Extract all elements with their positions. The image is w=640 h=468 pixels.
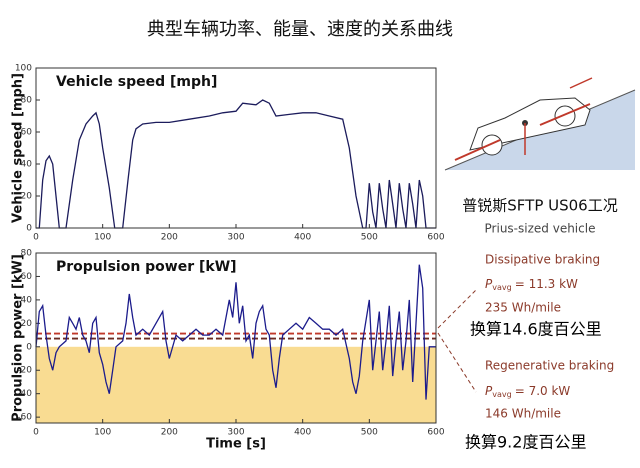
x-tick-label: 200 xyxy=(161,428,178,438)
y-tick-label: -40 xyxy=(17,389,32,399)
power: = 11.3 kW xyxy=(515,277,578,291)
cycle-label: 普锐斯SFTP US06工况 xyxy=(462,197,617,215)
y-tick-label: 40 xyxy=(21,295,33,305)
y-tick-label: 0 xyxy=(26,224,32,234)
plot-frame xyxy=(35,67,437,229)
y-tick-label: 60 xyxy=(21,128,33,138)
y-tick-label: 60 xyxy=(21,272,33,282)
x-tick-label: 600 xyxy=(427,428,444,438)
subscript: vavg xyxy=(492,390,511,399)
energy-label: 235 Wh/mile xyxy=(485,301,561,315)
chart: -60 -40 -20 0 20 40 60 80 0 100 200 300 400 500 600 Pro… xyxy=(11,249,445,452)
x-tick-label: 0 xyxy=(33,428,39,438)
heading: Dissipative braking xyxy=(485,253,600,267)
connector xyxy=(437,289,477,329)
subscript: vavg xyxy=(492,283,511,292)
y-axis-label: Propulsion power [kW] xyxy=(11,254,26,422)
converted-label: 换算9.2度百公里 xyxy=(465,433,586,452)
x-tick-label: 200 xyxy=(161,233,178,243)
x-tick-label: 100 xyxy=(94,233,111,243)
symbol: P xyxy=(485,277,493,291)
heading: Regenerative braking xyxy=(485,359,614,373)
x-tick-label: 100 xyxy=(94,428,111,438)
y-tick-label: 100 xyxy=(15,64,32,74)
symbol: P xyxy=(485,384,493,398)
y-tick-label: 40 xyxy=(21,160,33,170)
y-tick-label: -20 xyxy=(17,366,32,376)
x-tick-label: 500 xyxy=(361,233,378,243)
chart-title: Vehicle speed [mph] xyxy=(56,74,217,90)
x-tick-label: 400 xyxy=(294,233,311,243)
power-label: Pvavg = 11.3 kW xyxy=(485,277,578,292)
data-line xyxy=(36,99,436,229)
vehicle-diagram xyxy=(444,77,636,171)
data-line xyxy=(35,264,436,400)
power: = 7.0 kW xyxy=(515,384,571,398)
converted-label: 换算14.6度百公里 xyxy=(470,320,602,339)
chart: 0 20 40 60 80 100 0 100 200 300 400 500 600 Vehicle s… xyxy=(11,64,445,243)
connector xyxy=(437,332,477,393)
page-title: 典型车辆功率、能量、速度的关系曲线 xyxy=(147,19,453,40)
negative-region xyxy=(36,346,436,423)
y-tick-label: 80 xyxy=(21,249,33,259)
vehicle-label: Prius-sized vehicle xyxy=(485,222,596,236)
chart-title: Propulsion power [kW] xyxy=(56,259,237,275)
plot-frame xyxy=(35,252,437,424)
x-tick-label: 0 xyxy=(33,233,39,243)
y-tick-label: 0 xyxy=(26,342,32,352)
x-tick-label: 600 xyxy=(427,233,444,243)
energy-label: 146 Wh/mile xyxy=(485,407,561,421)
power-label: Pvavg = 7.0 kW xyxy=(485,384,570,399)
x-axis-label: Time [s] xyxy=(206,437,266,452)
y-tick-label: 20 xyxy=(21,192,33,202)
x-tick-label: 300 xyxy=(227,428,244,438)
y-tick-label: 80 xyxy=(21,96,33,106)
plot-area xyxy=(36,68,436,228)
y-tick-label: 20 xyxy=(21,319,33,329)
x-tick-label: 400 xyxy=(294,428,311,438)
x-tick-label: 500 xyxy=(361,428,378,438)
y-axis-label: Vehicle speed [mph] xyxy=(11,73,26,223)
x-tick-label: 300 xyxy=(227,233,244,243)
y-tick-label: -60 xyxy=(17,413,32,423)
